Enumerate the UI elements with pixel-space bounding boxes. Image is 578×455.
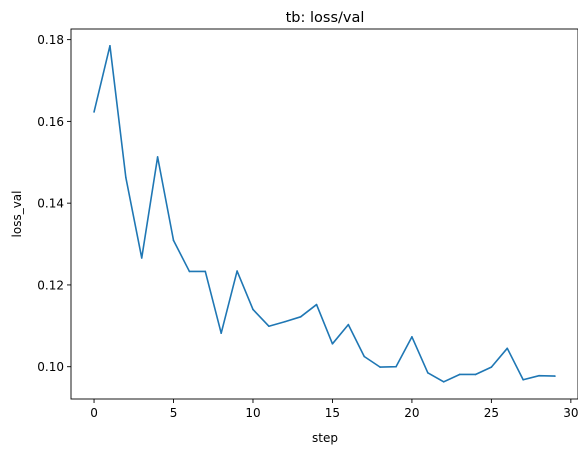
data-point (490, 366, 493, 368)
data-point (458, 373, 461, 376)
data-point (554, 375, 556, 377)
data-point (442, 381, 445, 383)
x-axis: 0 5 10 15 20 25 30 (90, 399, 578, 420)
y-tick-label: 0.14 (37, 197, 64, 211)
data-point (252, 308, 254, 311)
x-tick-label: 20 (404, 406, 419, 420)
data-point (299, 316, 302, 318)
data-point (347, 323, 350, 326)
data-point (506, 347, 509, 350)
data-point (427, 372, 429, 374)
data-point (220, 332, 222, 334)
plot-area (93, 44, 556, 383)
x-tick-label: 15 (325, 406, 340, 420)
y-tick-label: 0.18 (37, 33, 64, 47)
data-point (315, 303, 318, 306)
data-point (188, 270, 191, 273)
x-tick-label: 5 (170, 406, 178, 420)
x-axis-label: step (312, 431, 338, 445)
x-tick-label: 25 (484, 406, 499, 420)
data-point (109, 44, 111, 47)
y-axis-label: loss_val (10, 191, 24, 238)
data-point (474, 373, 477, 376)
y-tick-label: 0.12 (37, 278, 64, 292)
x-tick-label: 30 (563, 406, 578, 420)
plot-frame (70, 28, 578, 400)
data-point (411, 336, 413, 338)
y-axis: 0.10 0.12 0.14 0.16 0.18 (37, 33, 71, 374)
data-point (395, 365, 397, 368)
data-point (522, 378, 524, 381)
y-tick-label: 0.10 (37, 360, 64, 374)
series-line-0 (93, 44, 555, 383)
data-point (236, 270, 238, 272)
x-tick-label: 10 (245, 406, 260, 420)
data-point (331, 343, 334, 345)
data-point (125, 176, 127, 179)
data-point (268, 325, 270, 328)
data-point (140, 257, 143, 259)
data-point (156, 156, 159, 158)
data-point (93, 111, 95, 113)
y-tick-label: 0.16 (37, 115, 64, 129)
data-point (379, 366, 381, 368)
data-point (172, 239, 175, 242)
data-point (283, 320, 286, 323)
x-tick-label: 0 (90, 406, 98, 420)
data-point (363, 355, 366, 358)
data-point (538, 374, 540, 377)
data-point (204, 270, 207, 273)
chart-title: tb: loss/val (286, 10, 365, 26)
